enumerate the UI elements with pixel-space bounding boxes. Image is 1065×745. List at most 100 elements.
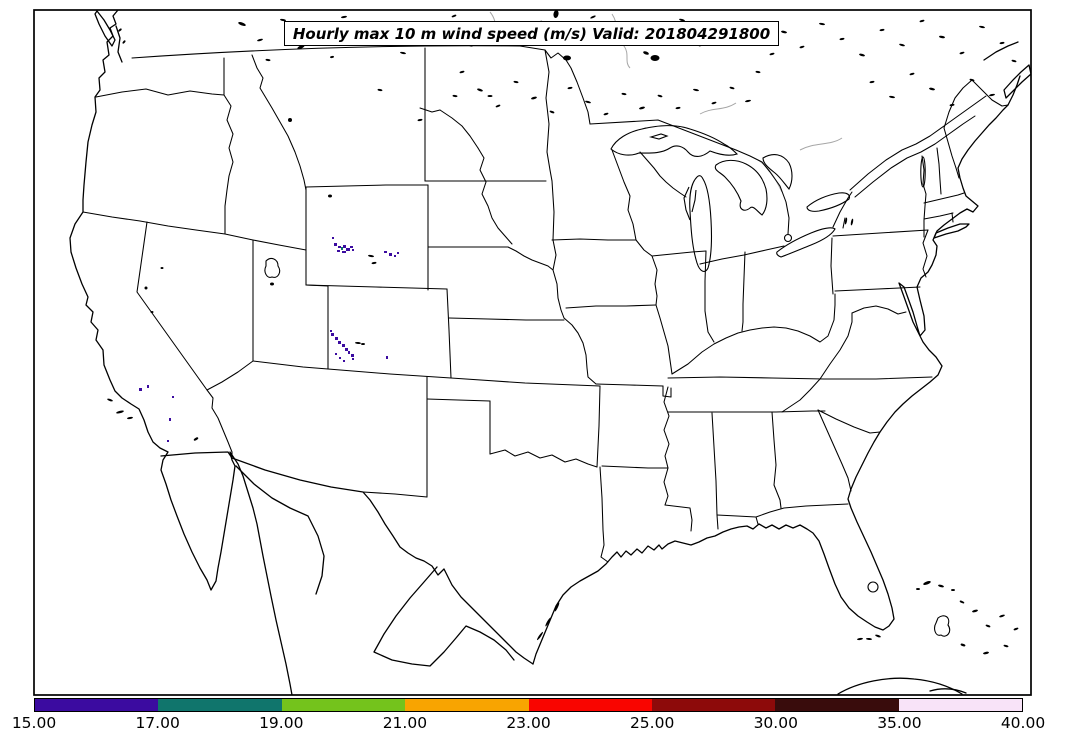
map-speck — [839, 37, 845, 41]
map-speck — [549, 110, 555, 114]
map-speck — [819, 22, 825, 26]
map-speck — [919, 19, 925, 23]
map-speck — [513, 80, 519, 84]
colorbar-tick-label: 25.00 — [629, 714, 675, 732]
lake-champlain — [920, 156, 926, 188]
map-speck — [969, 78, 975, 82]
map-speck — [371, 261, 377, 265]
gulf-atlantic-coast — [532, 104, 1009, 665]
lake-okeechobee — [867, 581, 879, 593]
map-speck — [288, 118, 292, 122]
wind-speed-patch — [350, 246, 353, 248]
wind-speed-patch — [351, 354, 354, 357]
colorbar-segment — [528, 699, 652, 711]
wind-speed-patch — [332, 237, 334, 239]
map-speck — [531, 96, 537, 100]
long-island — [933, 223, 970, 239]
map-speck — [983, 651, 989, 655]
map-speck — [799, 45, 805, 49]
wind-speed-patch — [172, 396, 174, 398]
map-speck — [368, 254, 374, 258]
map-speck — [938, 584, 944, 588]
map-speck — [355, 341, 361, 345]
map-speck — [866, 637, 872, 641]
map-speck — [844, 217, 848, 225]
colorbar-tick-label: 17.00 — [135, 714, 180, 732]
map-speck — [545, 617, 551, 627]
map-speck — [916, 588, 920, 590]
map-speck — [116, 410, 124, 414]
map-speck — [144, 286, 148, 290]
map-speck — [729, 86, 735, 90]
map-speck — [554, 602, 560, 612]
map-speck — [451, 14, 457, 18]
map-speck — [459, 70, 465, 74]
map-speck — [477, 88, 483, 92]
map-speck — [959, 600, 965, 604]
map-speck — [603, 112, 609, 116]
map-speck — [869, 80, 875, 84]
puget-sound — [115, 25, 123, 63]
map-speck — [693, 88, 699, 92]
map-frame — [33, 9, 1032, 696]
map-speck — [621, 92, 627, 96]
green-bay — [683, 186, 697, 221]
wind-speed-patch — [147, 385, 149, 388]
map-speck — [929, 87, 935, 91]
map-speck — [160, 267, 164, 269]
colorbar-tick-label: 19.00 — [259, 714, 304, 732]
colorbar-segment — [35, 699, 159, 711]
map-speck — [875, 634, 881, 638]
lake-ontario — [806, 192, 851, 212]
map-speck — [989, 93, 995, 97]
map-speck — [972, 609, 978, 613]
map-speck — [711, 101, 717, 105]
colorbar-segment — [651, 699, 776, 711]
map-speck — [590, 15, 596, 19]
mexico-state-line — [235, 465, 325, 595]
map-speck — [643, 51, 649, 55]
wind-speed-patch — [169, 418, 171, 421]
map-speck — [909, 72, 915, 76]
wind-speed-patch — [397, 252, 399, 254]
wind-speed-patch — [139, 388, 142, 391]
colorbar-tick-label: 30.00 — [753, 714, 798, 732]
map-speck — [257, 38, 263, 42]
colorbar-tick-label: 35.00 — [877, 714, 922, 732]
wind-speed-patch — [342, 251, 346, 253]
map-speck — [745, 99, 751, 103]
great-salt-lake — [264, 257, 281, 278]
wind-speed-patches — [139, 237, 399, 442]
wind-speed-patch — [335, 337, 338, 340]
wind-speed-patch — [338, 246, 341, 248]
map-speck — [118, 28, 122, 32]
map-speck — [999, 41, 1005, 45]
wind-speed-patch — [341, 247, 343, 250]
map-speck — [280, 18, 286, 22]
map-speck — [537, 631, 543, 641]
wind-speed-patch — [334, 243, 337, 246]
map-speck — [755, 70, 761, 74]
map-speck — [949, 103, 955, 107]
lakes — [264, 125, 951, 637]
map-speck — [781, 30, 787, 34]
colorbar-segment — [898, 699, 1022, 711]
lake-huron — [714, 159, 768, 216]
map-speck — [193, 437, 199, 441]
lake-superior — [610, 125, 739, 157]
wind-speed-patch — [394, 255, 396, 257]
wind-speed-patch — [331, 333, 334, 336]
map-speck — [879, 28, 885, 32]
map-speck — [850, 218, 854, 226]
map-speck — [999, 614, 1005, 618]
map-speck — [1013, 627, 1019, 631]
map-speck — [487, 95, 493, 97]
map-speck — [639, 106, 645, 110]
cuba-coast — [837, 677, 963, 695]
us-mexico-border — [160, 451, 534, 665]
lake-st-clair — [783, 233, 793, 243]
wind-speed-patch — [348, 351, 350, 354]
colorbar-segment — [158, 699, 282, 711]
map-speck — [495, 104, 501, 108]
